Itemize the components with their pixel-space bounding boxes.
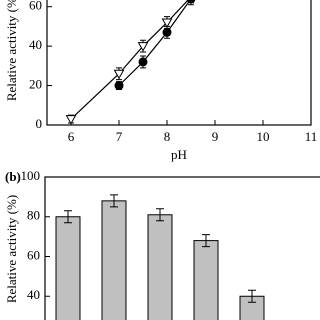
y-tick-label: 20 xyxy=(29,77,42,92)
x-tick-label: 8 xyxy=(164,129,171,144)
error-bar xyxy=(110,194,118,208)
x-axis-label: pH xyxy=(171,147,187,162)
y-axis-label: Relative activity (%) xyxy=(4,195,19,303)
y-tick-label: 40 xyxy=(27,287,40,302)
marker xyxy=(161,18,173,29)
y-tick-label: 80 xyxy=(27,208,40,223)
x-tick-label: 11 xyxy=(305,129,318,144)
x-tick-label: 6 xyxy=(68,129,75,144)
marker xyxy=(186,0,196,4)
marker xyxy=(65,115,77,125)
x-tick-label: 9 xyxy=(212,129,219,144)
marker xyxy=(138,57,148,67)
bar xyxy=(55,216,81,320)
series-line xyxy=(118,0,191,86)
error-bar xyxy=(64,210,72,224)
y-tick-label: 40 xyxy=(29,37,42,52)
plot-frame xyxy=(44,176,320,320)
x-tick-label: 10 xyxy=(257,129,270,144)
y-tick-label: 0 xyxy=(36,116,43,131)
marker xyxy=(114,81,124,91)
marker xyxy=(137,42,149,52)
plot-frame xyxy=(46,0,312,126)
marker xyxy=(162,27,172,37)
error-bar xyxy=(248,289,256,303)
y-tick-label: 60 xyxy=(27,247,40,262)
bar xyxy=(101,200,127,320)
y-tick-label: 60 xyxy=(29,0,42,13)
error-bar xyxy=(156,208,164,222)
panel-label: (b) xyxy=(5,169,21,184)
y-axis-label: Relative activity (%) xyxy=(4,0,19,101)
x-tick-label: 7 xyxy=(116,129,123,144)
error-bar xyxy=(202,234,210,248)
marker xyxy=(113,69,125,80)
bar xyxy=(193,240,219,320)
series-line xyxy=(70,0,189,120)
y-tick-label: 100 xyxy=(21,168,41,183)
bar xyxy=(147,214,173,320)
